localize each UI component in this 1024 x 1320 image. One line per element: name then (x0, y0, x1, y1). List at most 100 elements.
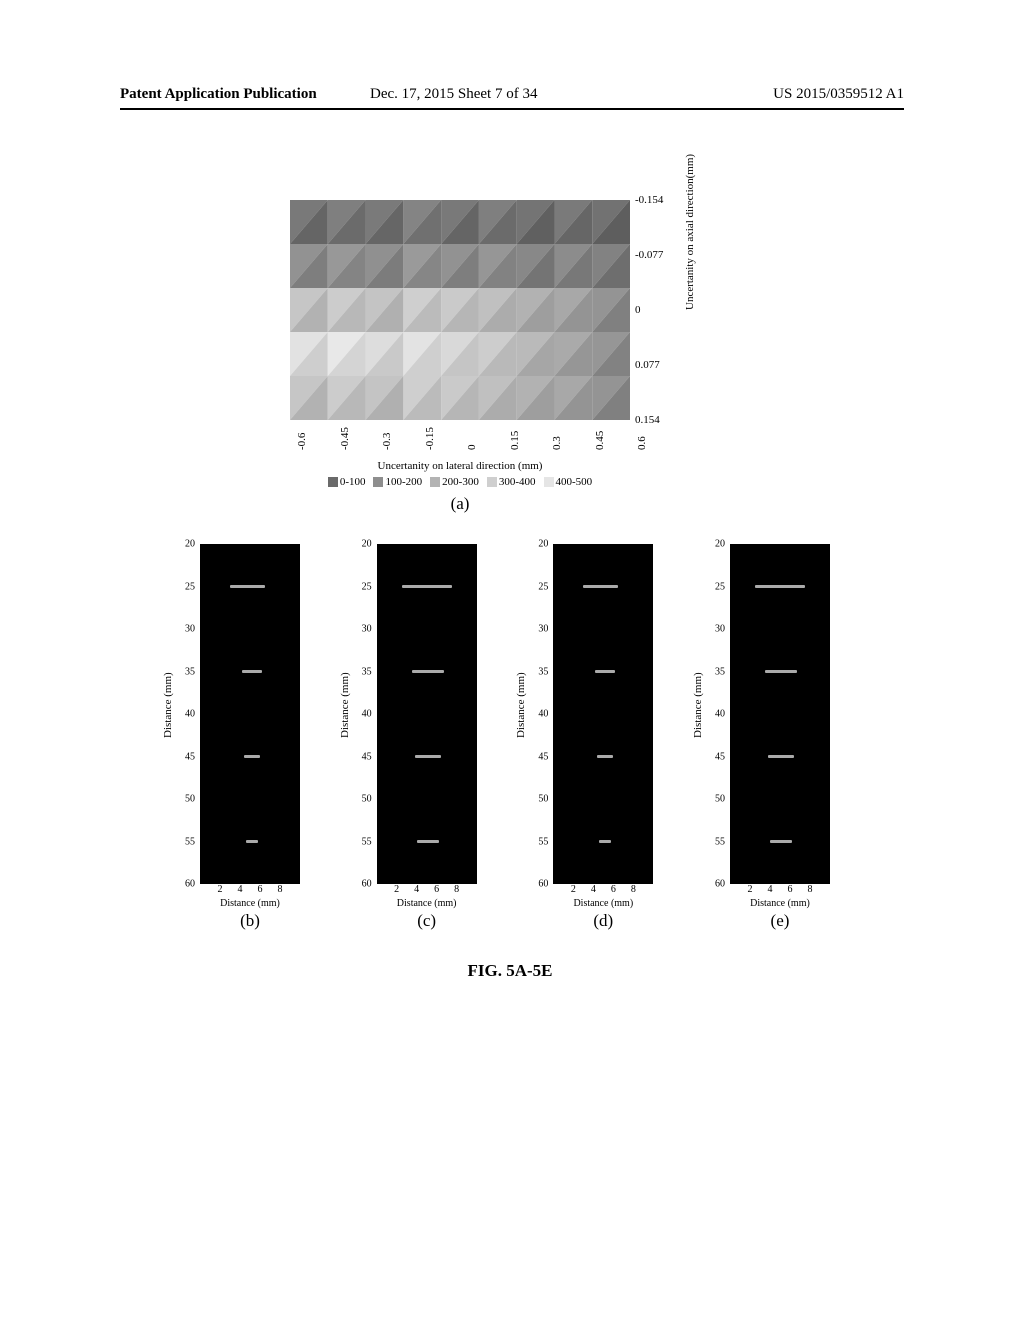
panel-y-tick: 40 (701, 709, 725, 720)
panel-plot-wrap: 202530354045505560 (553, 544, 653, 884)
panel-y-ticks: 202530354045505560 (703, 544, 727, 884)
reflector (770, 840, 792, 843)
chart-a-y-tick: 0.077 (635, 359, 660, 371)
panel-y-tick: 20 (701, 539, 725, 550)
panel-y-tick: 30 (701, 624, 725, 635)
chart-a-y-tick: 0 (635, 304, 641, 316)
panel-x-tick: 4 (414, 884, 419, 895)
panel-y-tick: 40 (348, 709, 372, 720)
panel-y-tick: 25 (171, 581, 195, 592)
panel-y-tick: 45 (348, 751, 372, 762)
panel-x-ticks: 2468 (730, 884, 830, 898)
panel-y-tick: 40 (171, 709, 195, 720)
panel-y-tick: 30 (348, 624, 372, 635)
reflector (242, 670, 262, 673)
panel-plot (377, 544, 477, 884)
reflector (599, 840, 611, 843)
panel-x-tick: 8 (454, 884, 459, 895)
panel-y-tick: 20 (348, 539, 372, 550)
panel-y-tick: 55 (171, 836, 195, 847)
panel-y-tick: 25 (701, 581, 725, 592)
panel-plot (553, 544, 653, 884)
legend-item: 100-200 (373, 476, 422, 488)
chart-a-y-tick: -0.154 (635, 194, 663, 206)
panel-y-tick: 60 (348, 879, 372, 890)
panel-y-tick: 35 (171, 666, 195, 677)
panel-y-tick: 60 (524, 879, 548, 890)
reflector (755, 585, 805, 588)
panel-y-tick: 25 (348, 581, 372, 592)
panel-label: (c) (377, 911, 477, 931)
panel-y-tick: 60 (701, 879, 725, 890)
chart-a-x-ticks: -0.6-0.45-0.3-0.1500.150.30.450.6 (290, 420, 630, 454)
chart-a-x-tick: -0.45 (339, 427, 351, 450)
reflector (246, 840, 258, 843)
reflector (402, 585, 452, 588)
panel: Distance (mm)2025303540455055602468Dista… (700, 544, 850, 931)
panel-x-tick: 2 (218, 884, 223, 895)
panel-y-tick: 45 (701, 751, 725, 762)
panel-x-tick: 8 (631, 884, 636, 895)
panel-y-tick: 60 (171, 879, 195, 890)
legend-item: 300-400 (487, 476, 536, 488)
panel-plot-wrap: 202530354045505560 (200, 544, 300, 884)
panel-y-tick: 55 (701, 836, 725, 847)
panel: Distance (mm)2025303540455055602468Dista… (170, 544, 320, 931)
legend-swatch (487, 477, 497, 487)
panel-x-tick: 2 (394, 884, 399, 895)
chart-a-svg (290, 200, 630, 420)
panel-y-tick: 30 (171, 624, 195, 635)
chart-a-x-tick: 0.15 (509, 431, 521, 450)
chart-a-x-tick: 0.3 (551, 436, 563, 450)
reflector (415, 755, 441, 758)
reflector (230, 585, 265, 588)
chart-a-x-tick: 0 (466, 445, 478, 451)
reflector (417, 840, 439, 843)
chart-a-y-tick: 0.154 (635, 414, 660, 426)
panel-x-ticks: 2468 (553, 884, 653, 898)
header-pub-label: Patent Application Publication (120, 86, 317, 103)
panel-y-tick: 40 (524, 709, 548, 720)
panel-x-axis-label: Distance (mm) (200, 898, 300, 909)
chart-a-y-tick: -0.077 (635, 249, 663, 261)
reflector (244, 755, 260, 758)
panel-x-tick: 6 (611, 884, 616, 895)
panel-x-ticks: 2 4 6 8 (377, 884, 477, 898)
panel-plot-wrap: 202530354045505560 (377, 544, 477, 884)
panel-y-tick: 55 (348, 836, 372, 847)
legend-item: 200-300 (430, 476, 479, 488)
reflector (583, 585, 618, 588)
panel-x-tick: 4 (591, 884, 596, 895)
panel-x-tick: 4 (238, 884, 243, 895)
panel-y-tick: 50 (524, 794, 548, 805)
panel: Distance (mm)2025303540455055602468Dista… (523, 544, 673, 931)
chart-a-x-tick: -0.3 (381, 433, 393, 450)
panel-y-ticks: 202530354045505560 (526, 544, 550, 884)
panel-y-tick: 35 (524, 666, 548, 677)
reflector (412, 670, 444, 673)
legend-item: 400-500 (544, 476, 593, 488)
panel-x-axis-label: Distance (mm) (377, 898, 477, 909)
legend-item: 0-100 (328, 476, 366, 488)
chart-a-x-tick: -0.6 (296, 433, 308, 450)
panel-plot-wrap: 202530354045505560 (730, 544, 830, 884)
chart-a-x-tick: 0.45 (594, 431, 606, 450)
figure-area: -0.154-0.07700.0770.154 Uncertanity on a… (170, 200, 850, 981)
panel-y-tick: 20 (171, 539, 195, 550)
panel-x-axis-label: Distance (mm) (730, 898, 830, 909)
reflector (595, 670, 615, 673)
panel-x-tick: 6 (434, 884, 439, 895)
panel-y-tick: 20 (524, 539, 548, 550)
chart-a-x-axis-label: Uncertanity on lateral direction (mm) (270, 460, 650, 472)
panels-row: Distance (mm)2025303540455055602468Dista… (170, 544, 850, 931)
panel-y-tick: 45 (524, 751, 548, 762)
legend-swatch (544, 477, 554, 487)
panel-x-tick: 4 (767, 884, 772, 895)
legend-swatch (373, 477, 383, 487)
panel-y-tick: 55 (524, 836, 548, 847)
chart-a-x-tick: -0.15 (424, 427, 436, 450)
chart-a-x-tick: 0.6 (636, 436, 648, 450)
panel-y-tick: 50 (348, 794, 372, 805)
panel-y-tick: 35 (701, 666, 725, 677)
panel-y-ticks: 202530354045505560 (173, 544, 197, 884)
